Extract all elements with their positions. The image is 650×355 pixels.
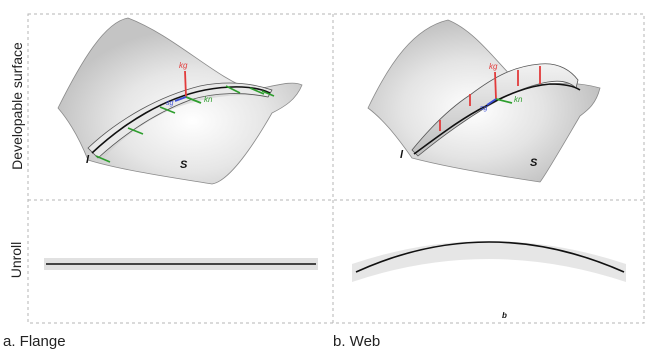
web-unroll: b: [352, 241, 626, 320]
web-unroll-strip: [352, 241, 626, 282]
caption-web: b. Web: [333, 333, 381, 350]
web-kg-vector: [494, 71, 497, 100]
web-kg-ticks: [439, 66, 541, 131]
web-curve-l: [413, 83, 581, 155]
web-sg-label: sg: [480, 105, 488, 112]
web-kn-label: kn: [514, 95, 523, 104]
flange-surface-label: S: [180, 159, 188, 171]
web-line-label: l: [400, 149, 404, 161]
flange-kg-vector: [184, 70, 187, 98]
web-surface-label: S: [530, 157, 538, 169]
flange-kn-ticks: [95, 85, 275, 163]
flange-unroll: [44, 258, 318, 270]
flange-sg-label: sg: [166, 100, 174, 107]
web-kn-vector: [495, 98, 513, 104]
web-unroll-label: b: [502, 311, 507, 320]
flange-kn-vector: [185, 96, 202, 104]
grid-border: [27, 13, 645, 324]
web-sg-vector: [486, 98, 497, 106]
row-label-unroll: Unroll: [8, 241, 24, 279]
flange-line-label: l: [86, 154, 90, 166]
web-unroll-curve: [355, 241, 625, 273]
panel-grid: [27, 13, 645, 324]
web-kg-label: kg: [489, 62, 498, 71]
flange-sg-vector: [174, 96, 187, 102]
panel-b-surface: kg kn sg l S: [367, 19, 601, 183]
panel-a-surface: kg kn sg l S: [57, 17, 303, 185]
row-label-developable-surface: Developable surface: [9, 42, 25, 170]
flange-kn-label: kn: [204, 95, 213, 104]
flange-kg-label: kg: [179, 61, 188, 70]
caption-flange: a. Flange: [3, 333, 66, 350]
